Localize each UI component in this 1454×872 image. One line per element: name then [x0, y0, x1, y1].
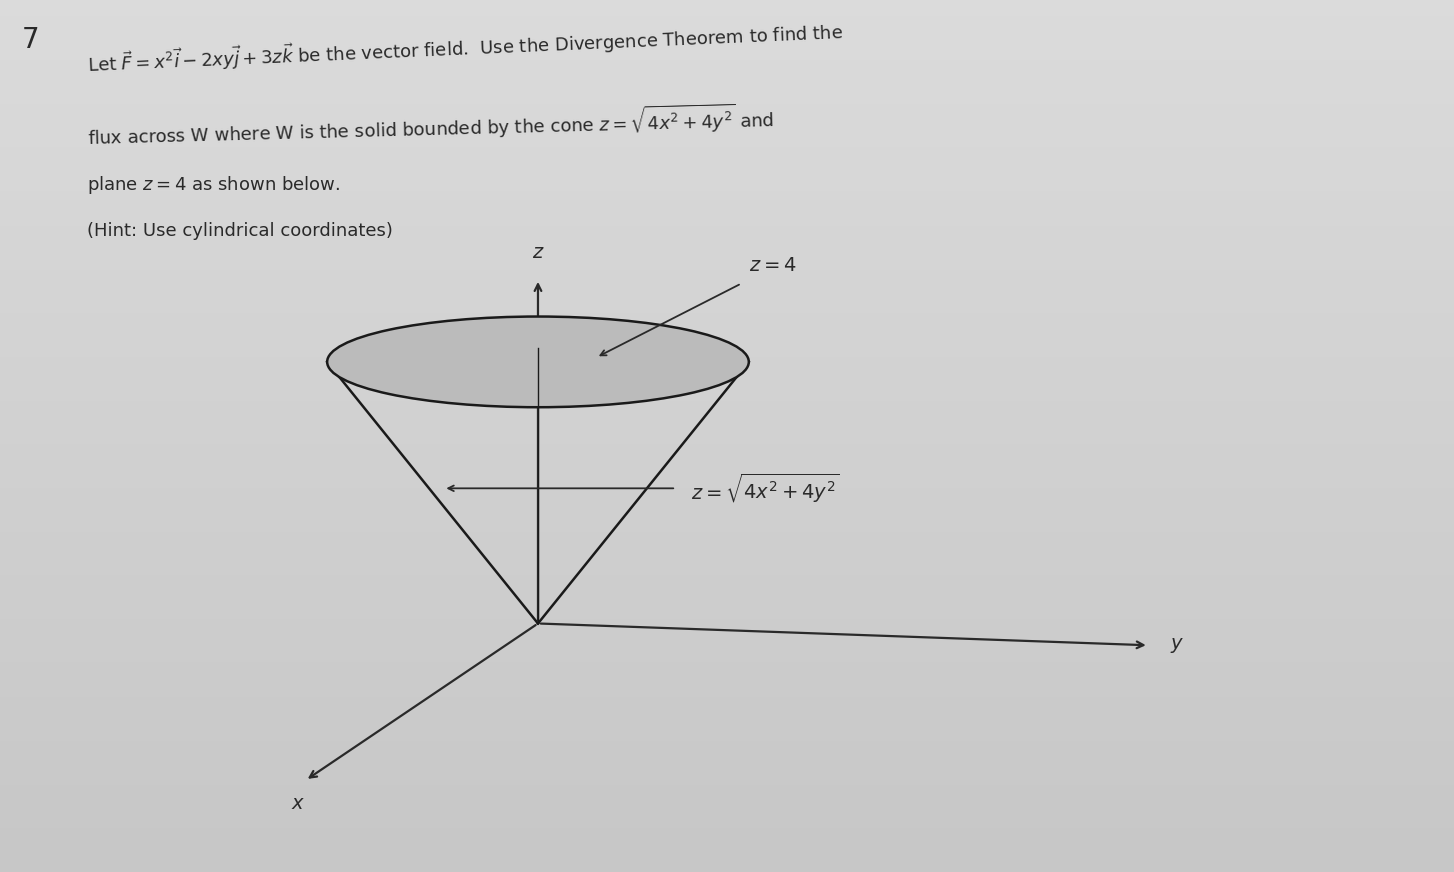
Text: (Hint: Use cylindrical coordinates): (Hint: Use cylindrical coordinates) — [87, 222, 393, 241]
Text: $x$: $x$ — [291, 794, 305, 813]
Text: $y$: $y$ — [1170, 636, 1185, 655]
Text: $z = \sqrt{4x^2 + 4y^2}$: $z = \sqrt{4x^2 + 4y^2}$ — [691, 472, 839, 505]
Text: 7: 7 — [22, 26, 39, 54]
Text: Let $\vec{F}=x^2\vec{i}-2xy\vec{j}+3z\vec{k}$ be the vector field.  Use the Dive: Let $\vec{F}=x^2\vec{i}-2xy\vec{j}+3z\ve… — [87, 17, 843, 78]
Text: flux across W where W is the solid bounded by the cone $z=\sqrt{4x^2+4y^2}$ and: flux across W where W is the solid bound… — [87, 100, 775, 151]
Text: $z = 4$: $z = 4$ — [749, 255, 797, 275]
Text: $z$: $z$ — [532, 242, 544, 262]
Ellipse shape — [327, 317, 749, 407]
Text: plane $z = 4$ as shown below.: plane $z = 4$ as shown below. — [87, 174, 340, 196]
